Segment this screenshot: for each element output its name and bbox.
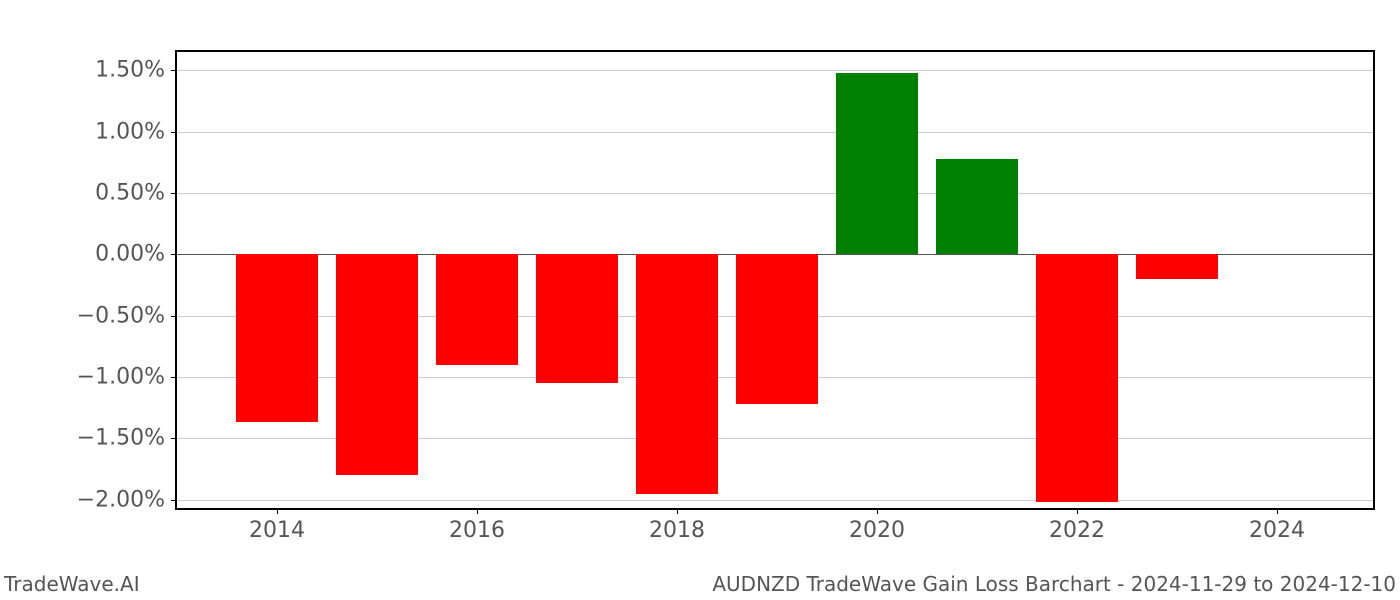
bar [736, 254, 818, 404]
bar [836, 73, 918, 255]
ytick-label: 0.50% [95, 181, 177, 206]
ytick-label: −2.00% [77, 487, 177, 512]
xtick-label: 2024 [1249, 508, 1305, 543]
ytick-label: −0.50% [77, 303, 177, 328]
ytick-label: 1.00% [95, 119, 177, 144]
ytick-label: 1.50% [95, 58, 177, 83]
bar [936, 159, 1018, 255]
footer-left: TradeWave.AI [4, 572, 140, 596]
xtick-label: 2022 [1049, 508, 1105, 543]
gridline [177, 70, 1373, 71]
ytick-label: −1.00% [77, 365, 177, 390]
gridline [177, 132, 1373, 133]
bar [436, 254, 518, 364]
gridline [177, 193, 1373, 194]
xtick-label: 2020 [849, 508, 905, 543]
bar [636, 254, 718, 493]
bar [336, 254, 418, 475]
xtick-label: 2018 [649, 508, 705, 543]
figure: −2.00% −1.50% −1.00% −0.50% 0.00% 0.50% 1.00% 1… [0, 0, 1400, 600]
ytick-label: 0.00% [95, 242, 177, 267]
xtick-label: 2014 [249, 508, 305, 543]
bar [1036, 254, 1118, 502]
ytick-label: −1.50% [77, 426, 177, 451]
gridline [177, 500, 1373, 501]
xtick-label: 2016 [449, 508, 505, 543]
bar [236, 254, 318, 422]
plot-area: −2.00%−1.50%−1.00%−0.50%0.00%0.50%1.00%1… [175, 50, 1375, 510]
bar [536, 254, 618, 383]
footer-right: AUDNZD TradeWave Gain Loss Barchart - 20… [712, 572, 1396, 596]
bar [1136, 254, 1218, 279]
